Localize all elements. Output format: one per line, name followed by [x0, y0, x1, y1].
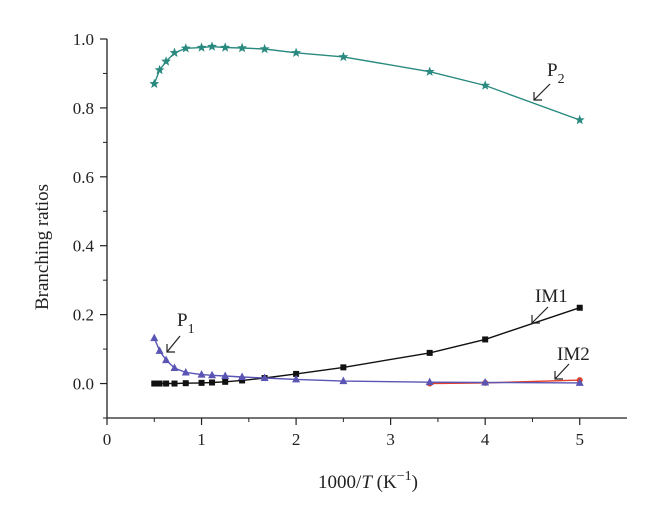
- data-point-p1: [170, 363, 179, 372]
- annotation-im2: IM2: [554, 344, 590, 380]
- data-point-im1: [482, 336, 489, 343]
- x-tick-label: 3: [386, 430, 395, 449]
- p1-pointer-arrow: [166, 344, 175, 353]
- y-tick-label: 0.4: [73, 237, 95, 256]
- data-point-p2: [154, 64, 165, 75]
- data-point-im1: [239, 377, 246, 384]
- data-point-p1: [481, 378, 490, 386]
- y-tick-label: 0.6: [73, 168, 94, 187]
- im2-label: IM2: [557, 344, 590, 365]
- series-im1: [151, 304, 583, 387]
- x-tick-label: 5: [575, 430, 584, 449]
- data-point-im1: [151, 380, 158, 387]
- data-point-p2: [480, 80, 491, 90]
- x-tick-label: 2: [292, 430, 301, 449]
- x-tick-label: 0: [103, 430, 112, 449]
- im1-label: IM1: [535, 286, 568, 307]
- im1-pointer-arrow: [531, 315, 540, 324]
- series-p2: [149, 41, 585, 125]
- data-point-p2: [220, 42, 231, 52]
- data-point-p2: [207, 41, 217, 51]
- p2-label: P2: [547, 60, 565, 87]
- data-point-p1: [292, 374, 301, 383]
- data-point-p2: [161, 56, 171, 66]
- data-point-im1: [156, 380, 163, 387]
- annotation-p1: P1: [166, 310, 195, 353]
- data-point-im1: [576, 304, 583, 311]
- series-line-p2: [153, 45, 580, 121]
- series-line-im1: [154, 307, 580, 385]
- data-point-p2: [291, 47, 301, 57]
- p1-label: P1: [177, 310, 195, 337]
- x-tick-label: 1: [197, 430, 206, 449]
- data-point-im1: [171, 380, 178, 387]
- im2-pointer-arrow: [554, 371, 563, 380]
- data-point-im1: [222, 378, 229, 385]
- data-point-p1: [575, 378, 584, 386]
- data-point-p1: [425, 377, 434, 386]
- p2-pointer-line: [533, 83, 551, 101]
- annotation-im1: IM1: [531, 286, 568, 324]
- data-point-p1: [221, 371, 230, 379]
- data-point-p2: [149, 78, 160, 88]
- y-tick-label: 0.8: [73, 99, 94, 118]
- y-tick-label: 1.0: [73, 30, 94, 49]
- data-point-p2: [574, 114, 585, 125]
- axes-layer: 0 1 2 3 4 5 0.0 0.2 0.4 0.6 0.8 1.0: [73, 30, 627, 449]
- data-point-im1: [426, 349, 433, 356]
- data-point-p2: [180, 43, 191, 53]
- series-p1: [150, 333, 584, 386]
- p1-pointer-line: [166, 335, 181, 353]
- data-point-p1: [339, 376, 348, 385]
- data-point-im1: [182, 380, 189, 387]
- data-point-p2: [237, 42, 248, 53]
- im2-pointer-line: [554, 363, 570, 380]
- data-point-im1: [163, 380, 170, 387]
- data-point-p1: [162, 355, 171, 364]
- data-point-im1: [293, 370, 300, 377]
- data-point-p2: [424, 66, 435, 76]
- p2-pointer-arrow: [533, 92, 542, 101]
- data-point-p1: [260, 373, 269, 382]
- data-point-im1: [198, 379, 205, 386]
- y-axis-title: Branching ratios: [32, 184, 53, 310]
- annotation-p2: P2: [533, 60, 565, 101]
- data-point-im1: [209, 379, 216, 386]
- data-point-p2: [338, 51, 349, 62]
- data-point-p1: [155, 346, 164, 354]
- y-tick-label: 0.0: [73, 375, 94, 394]
- im1-pointer-line: [531, 306, 549, 324]
- data-point-p1: [150, 333, 159, 342]
- data-point-p2: [169, 47, 180, 57]
- data-point-im1: [340, 364, 347, 371]
- data-point-p1: [197, 370, 206, 378]
- series-layer: [149, 41, 585, 387]
- series-line-p1: [153, 337, 580, 384]
- data-point-p2: [196, 42, 207, 52]
- data-point-p1: [181, 368, 190, 376]
- x-axis-title: 1000/T (K−1): [318, 469, 418, 493]
- data-point-p1: [238, 372, 247, 380]
- y-tick-label: 0.2: [73, 306, 94, 325]
- data-point-p2: [259, 43, 270, 54]
- data-point-p1: [208, 370, 217, 379]
- x-tick-label: 4: [481, 430, 490, 449]
